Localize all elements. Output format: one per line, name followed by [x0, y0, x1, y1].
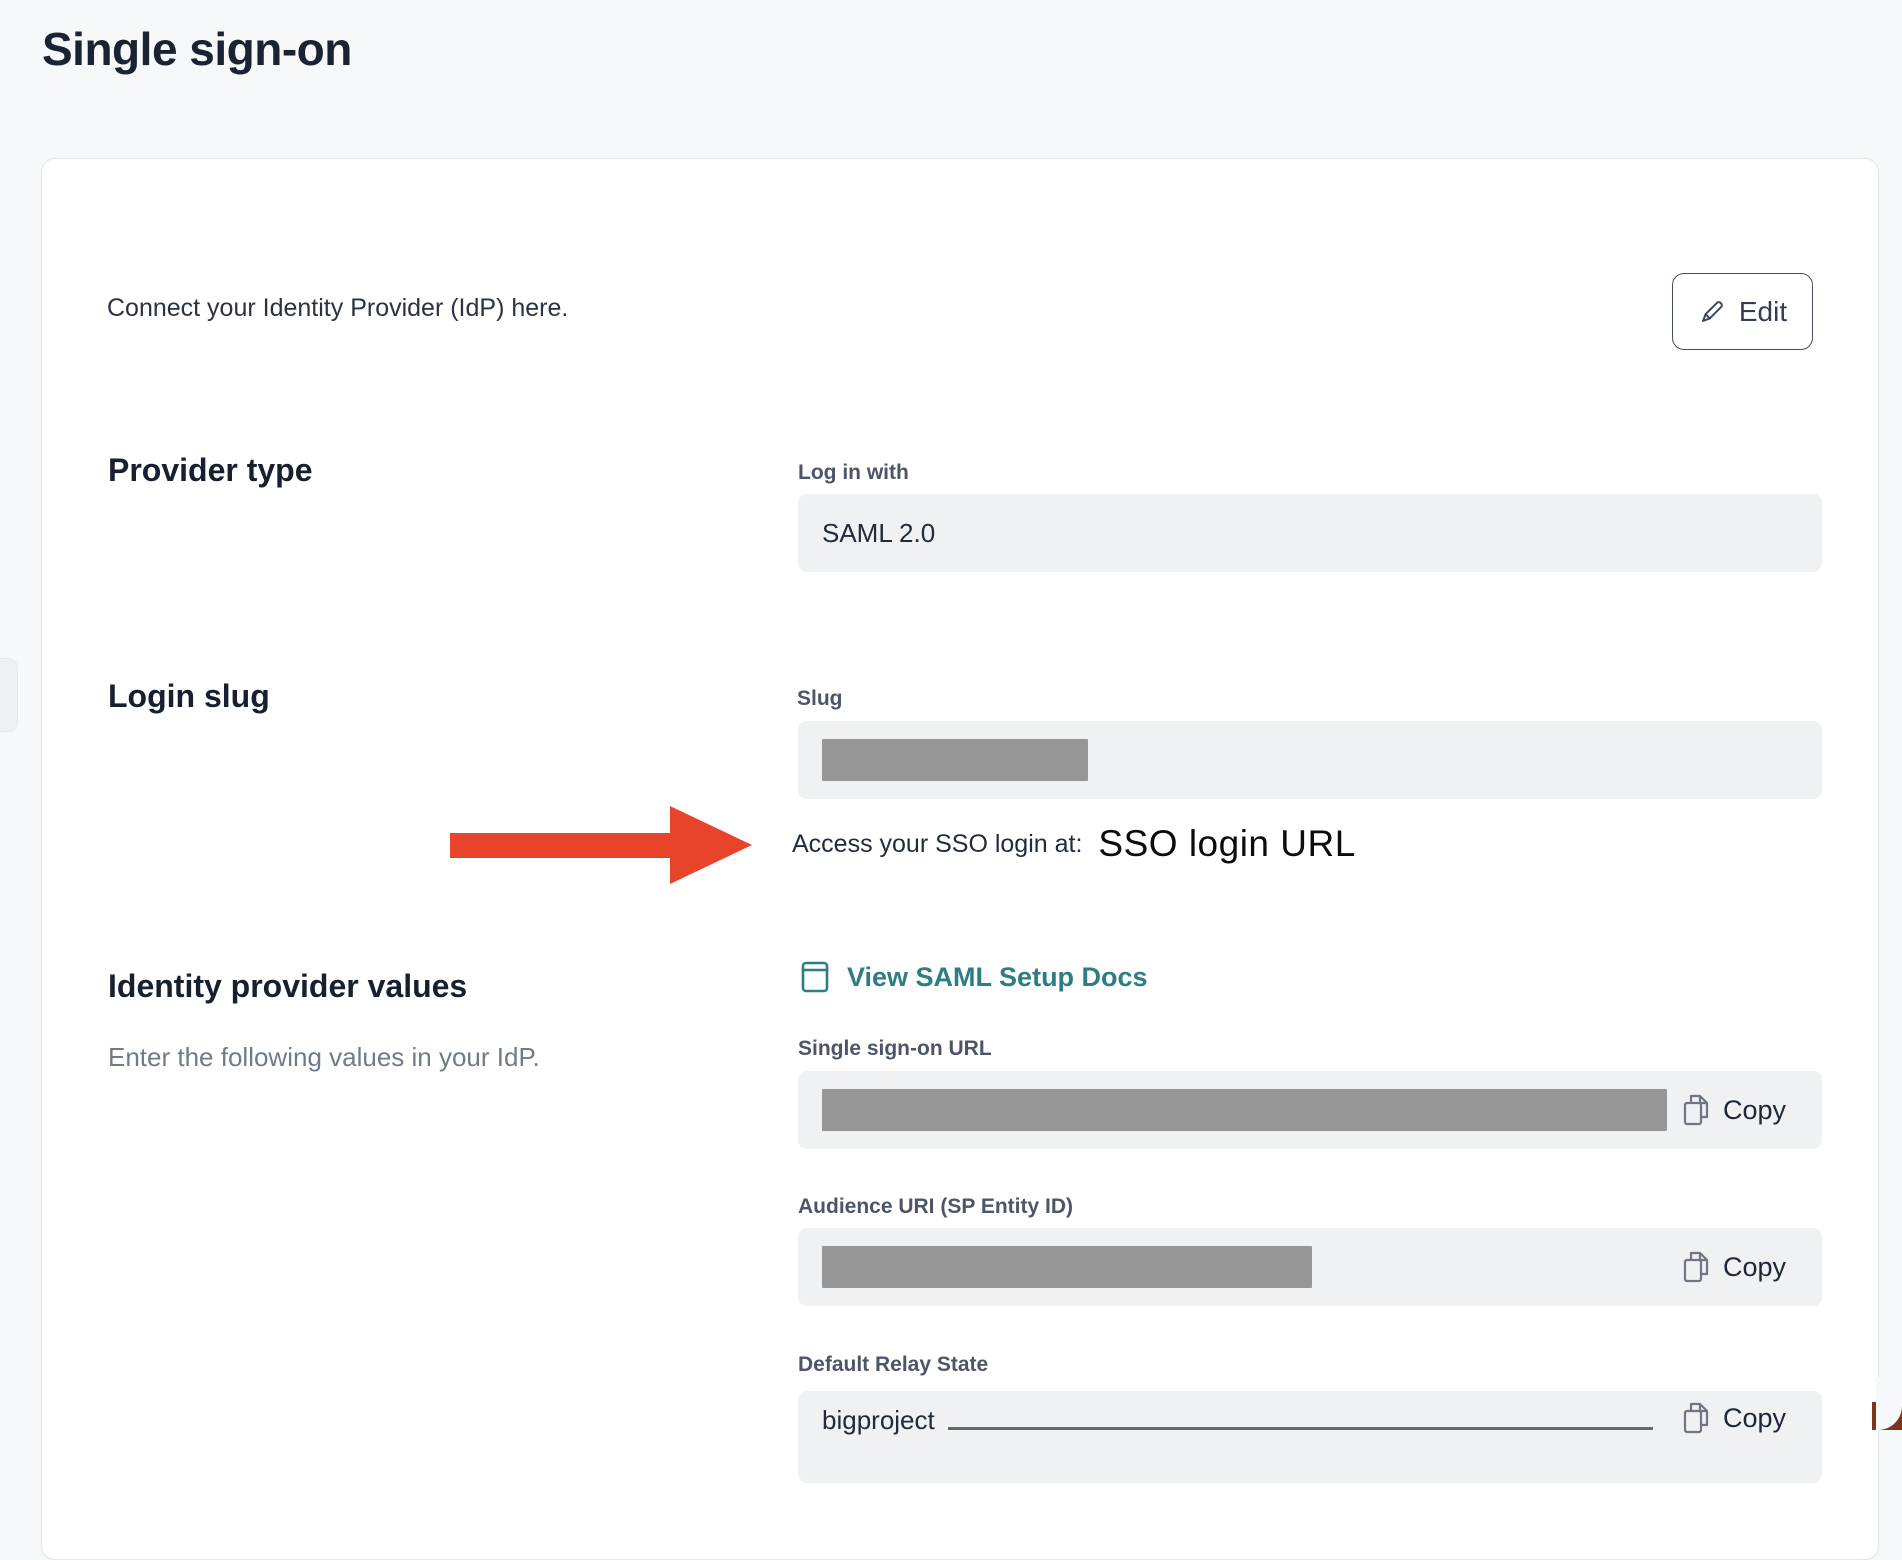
- truncated-content-line: [948, 1427, 1653, 1430]
- section-heading-login-slug: Login slug: [108, 678, 270, 714]
- copy-button-label: Copy: [1722, 1094, 1786, 1125]
- edit-button[interactable]: Edit: [1672, 273, 1813, 350]
- default-relay-state-value: bigproject: [822, 1405, 935, 1435]
- access-login-row: Access your SSO login at: SSO login URL: [792, 808, 1356, 880]
- copy-button-label: Copy: [1722, 1402, 1786, 1433]
- annotation-arrow-shaft: [450, 833, 672, 858]
- copy-button-label: Copy: [1722, 1251, 1786, 1282]
- default-relay-state-field: bigproject Copy: [798, 1391, 1822, 1483]
- copy-icon: [1681, 1093, 1711, 1127]
- docs-icon: [800, 960, 830, 994]
- copy-icon: [1681, 1250, 1711, 1284]
- intro-text: Connect your Identity Provider (IdP) her…: [107, 294, 569, 322]
- idp-values-subheading: Enter the following values in your IdP.: [108, 1042, 540, 1072]
- copy-audience-uri-button[interactable]: Copy: [1681, 1250, 1786, 1284]
- provider-type-field: SAML 2.0: [798, 494, 1822, 572]
- page-title: Single sign-on: [42, 23, 352, 75]
- provider-type-value: SAML 2.0: [822, 517, 936, 548]
- sso-login-url-annotation: SSO login URL: [1098, 823, 1356, 864]
- sso-url-field: Copy: [798, 1071, 1822, 1149]
- login-with-label: Log in with: [798, 461, 909, 484]
- pencil-icon: [1698, 298, 1726, 326]
- arrow-icon: [670, 806, 752, 884]
- left-edge-tab: [0, 658, 18, 732]
- access-login-text: Access your SSO login at:: [792, 829, 1083, 858]
- audience-uri-label: Audience URI (SP Entity ID): [798, 1195, 1073, 1218]
- edit-button-label: Edit: [1738, 295, 1788, 327]
- redacted-slug-value-bar: [822, 739, 1088, 781]
- slug-field: [798, 721, 1822, 799]
- section-heading-idp-values: Identity provider values: [108, 968, 468, 1004]
- sso-url-label: Single sign-on URL: [798, 1037, 992, 1060]
- docs-link-label: View SAML Setup Docs: [847, 961, 1148, 992]
- redacted-audience-uri-bar: [822, 1246, 1312, 1288]
- copy-sso-url-button[interactable]: Copy: [1681, 1093, 1786, 1127]
- view-saml-setup-docs-link[interactable]: View SAML Setup Docs: [800, 960, 1148, 994]
- section-heading-provider-type: Provider type: [108, 452, 313, 488]
- slug-label: Slug: [797, 687, 843, 710]
- default-relay-state-label: Default Relay State: [798, 1353, 989, 1376]
- redacted-sso-url-bar: [822, 1089, 1667, 1131]
- sso-settings-card: [41, 158, 1879, 1560]
- audience-uri-field: Copy: [798, 1228, 1822, 1306]
